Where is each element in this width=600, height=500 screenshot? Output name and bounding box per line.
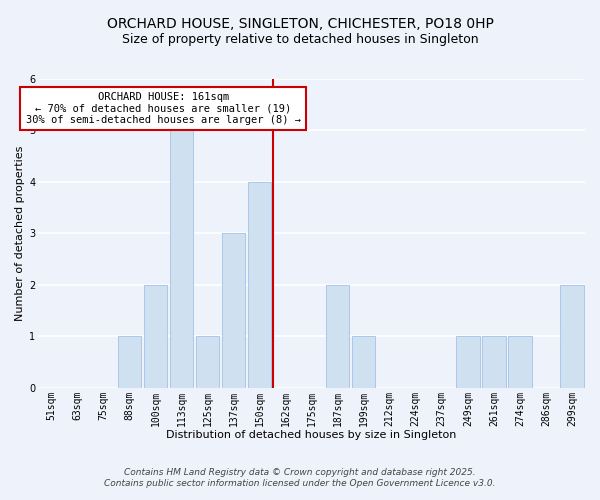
- X-axis label: Distribution of detached houses by size in Singleton: Distribution of detached houses by size …: [166, 430, 457, 440]
- Bar: [170, 130, 193, 388]
- Bar: [352, 336, 376, 388]
- Bar: [482, 336, 506, 388]
- Bar: [196, 336, 219, 388]
- Bar: [456, 336, 479, 388]
- Text: Contains HM Land Registry data © Crown copyright and database right 2025.
Contai: Contains HM Land Registry data © Crown c…: [104, 468, 496, 487]
- Bar: [508, 336, 532, 388]
- Text: ORCHARD HOUSE: 161sqm
← 70% of detached houses are smaller (19)
30% of semi-deta: ORCHARD HOUSE: 161sqm ← 70% of detached …: [26, 92, 301, 125]
- Bar: [248, 182, 271, 388]
- Bar: [222, 234, 245, 388]
- Text: Size of property relative to detached houses in Singleton: Size of property relative to detached ho…: [122, 32, 478, 46]
- Bar: [326, 285, 349, 388]
- Bar: [560, 285, 584, 388]
- Bar: [118, 336, 141, 388]
- Bar: [143, 285, 167, 388]
- Y-axis label: Number of detached properties: Number of detached properties: [15, 146, 25, 321]
- Text: ORCHARD HOUSE, SINGLETON, CHICHESTER, PO18 0HP: ORCHARD HOUSE, SINGLETON, CHICHESTER, PO…: [107, 18, 493, 32]
